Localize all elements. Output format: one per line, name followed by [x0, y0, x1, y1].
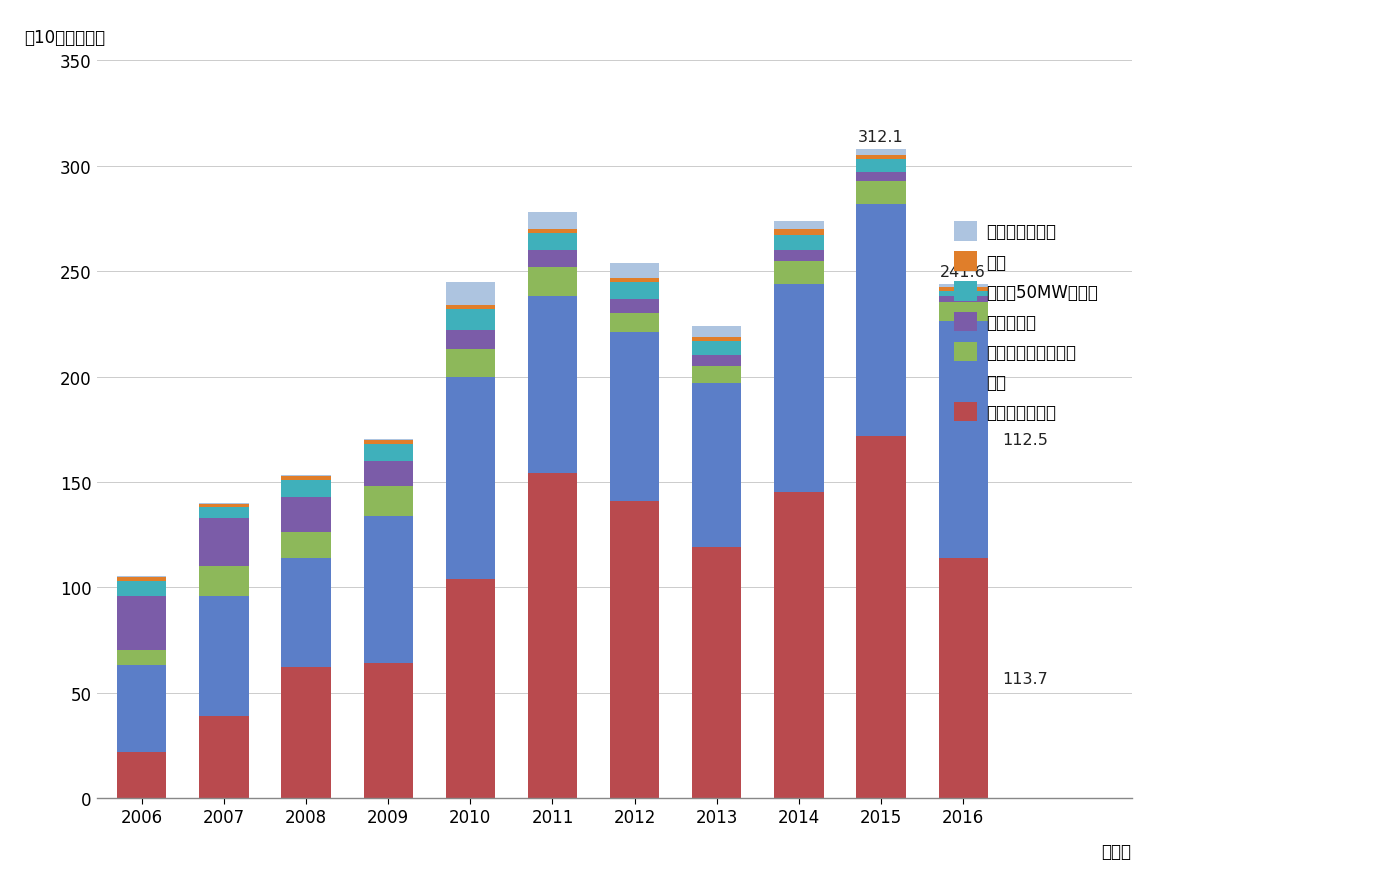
- Legend: 海洋エネルギー, 地熱, 水力（50MW未満）, バイオ燃料, バイオマス・廃棄物, 風力, 太陽エネルギー: 海洋エネルギー, 地熱, 水力（50MW未満）, バイオ燃料, バイオマス・廃棄…: [949, 217, 1103, 426]
- Text: （10億米ドル）: （10億米ドル）: [23, 29, 105, 46]
- Text: 112.5: 112.5: [1003, 433, 1049, 448]
- Text: 241.6: 241.6: [940, 265, 987, 280]
- Bar: [117, 651, 167, 666]
- Bar: [446, 350, 495, 377]
- Bar: [363, 516, 413, 663]
- Bar: [938, 303, 988, 322]
- Bar: [199, 503, 248, 504]
- Bar: [693, 337, 741, 341]
- Bar: [857, 182, 905, 204]
- Bar: [282, 497, 331, 533]
- Text: 113.7: 113.7: [1003, 671, 1049, 686]
- Bar: [693, 341, 741, 356]
- Bar: [282, 667, 331, 798]
- Bar: [693, 326, 741, 337]
- Bar: [117, 577, 167, 581]
- Bar: [529, 234, 577, 251]
- Bar: [199, 716, 248, 798]
- Bar: [446, 331, 495, 350]
- Bar: [938, 291, 988, 296]
- Bar: [446, 282, 495, 305]
- Bar: [529, 297, 577, 474]
- Bar: [610, 299, 660, 314]
- Bar: [446, 305, 495, 310]
- Bar: [446, 579, 495, 798]
- Bar: [199, 508, 248, 518]
- Bar: [857, 160, 905, 173]
- Bar: [693, 367, 741, 383]
- Bar: [938, 288, 988, 291]
- Bar: [610, 333, 660, 502]
- Bar: [199, 567, 248, 596]
- Bar: [529, 230, 577, 234]
- Bar: [774, 236, 824, 251]
- Bar: [117, 596, 167, 651]
- Bar: [610, 314, 660, 333]
- Bar: [693, 356, 741, 367]
- Bar: [857, 173, 905, 182]
- Bar: [938, 559, 988, 798]
- Bar: [363, 487, 413, 516]
- Bar: [774, 221, 824, 230]
- Bar: [857, 150, 905, 156]
- Bar: [363, 461, 413, 487]
- Bar: [446, 310, 495, 331]
- Bar: [117, 666, 167, 752]
- Bar: [117, 581, 167, 596]
- Bar: [363, 439, 413, 440]
- Bar: [529, 474, 577, 798]
- Bar: [938, 285, 988, 288]
- Bar: [610, 502, 660, 798]
- Bar: [529, 213, 577, 230]
- Bar: [774, 261, 824, 284]
- Bar: [610, 263, 660, 278]
- Bar: [363, 440, 413, 445]
- Bar: [774, 251, 824, 261]
- Bar: [199, 518, 248, 567]
- Text: 312.1: 312.1: [858, 130, 904, 145]
- Bar: [117, 576, 167, 577]
- Bar: [117, 752, 167, 798]
- Bar: [282, 481, 331, 497]
- Bar: [529, 267, 577, 297]
- Bar: [857, 156, 905, 160]
- Bar: [363, 663, 413, 798]
- Bar: [774, 284, 824, 493]
- Bar: [857, 436, 905, 798]
- Bar: [363, 445, 413, 461]
- Bar: [610, 282, 660, 299]
- Bar: [938, 322, 988, 559]
- Bar: [774, 230, 824, 236]
- Bar: [529, 251, 577, 267]
- Bar: [282, 475, 331, 476]
- Bar: [774, 493, 824, 798]
- Bar: [610, 278, 660, 282]
- Bar: [446, 377, 495, 579]
- Bar: [693, 383, 741, 547]
- Text: （年）: （年）: [1101, 842, 1132, 860]
- Bar: [199, 596, 248, 716]
- Bar: [693, 547, 741, 798]
- Bar: [199, 504, 248, 508]
- Bar: [938, 296, 988, 303]
- Bar: [282, 533, 331, 558]
- Bar: [282, 558, 331, 667]
- Bar: [282, 476, 331, 481]
- Bar: [857, 204, 905, 436]
